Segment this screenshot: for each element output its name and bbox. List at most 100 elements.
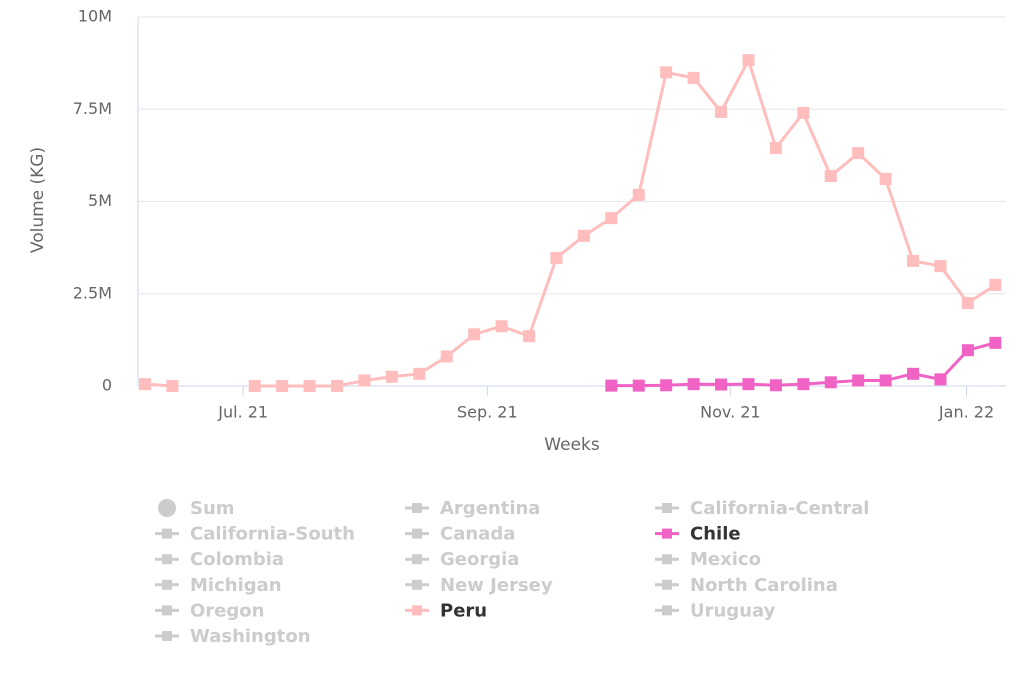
legend-item[interactable]: California-South [155, 524, 355, 545]
point [715, 378, 728, 391]
point [248, 380, 261, 392]
legend-symbol [412, 528, 422, 539]
legend-symbol [662, 528, 672, 539]
y-tick-label: 7.5M [73, 99, 112, 118]
point [961, 296, 974, 309]
legend-label: Oregon [190, 600, 264, 621]
point [769, 141, 782, 154]
legend-symbol [662, 579, 672, 590]
point [824, 170, 837, 183]
legend-item[interactable]: Oregon [155, 600, 264, 621]
legend-label: Argentina [440, 498, 540, 519]
point [331, 380, 344, 392]
point [468, 328, 481, 341]
legend-symbol [662, 554, 672, 565]
point [605, 212, 618, 225]
y-tick-label: 10M [78, 7, 112, 26]
point [879, 172, 892, 185]
point [660, 66, 673, 79]
legend-symbol [412, 554, 422, 565]
legend-label: Sum [190, 498, 235, 519]
y-tick-label: 0 [102, 376, 112, 395]
legend-item[interactable]: Washington [155, 626, 311, 647]
point [907, 367, 920, 380]
point [495, 320, 508, 333]
point [742, 54, 755, 67]
point [824, 376, 837, 389]
legend-symbol [162, 605, 172, 616]
point [715, 105, 728, 118]
legend-symbol [412, 503, 422, 513]
legend-label: Georgia [440, 549, 519, 570]
point [523, 330, 536, 343]
legend-item[interactable]: Peru [405, 600, 487, 621]
point [797, 106, 810, 119]
legend-symbol [412, 579, 422, 590]
point [660, 379, 673, 392]
legend-item[interactable]: Colombia [155, 549, 284, 570]
legend-item[interactable]: Uruguay [655, 600, 776, 621]
point [413, 367, 426, 380]
legend-symbol [162, 631, 172, 641]
legend-label: New Jersey [440, 575, 553, 596]
point [166, 380, 179, 392]
legend-item[interactable]: Chile [655, 524, 741, 545]
point [550, 251, 563, 264]
point [989, 336, 1002, 349]
x-tick-label: Jul. 21 [217, 403, 268, 422]
legend-item[interactable]: Georgia [405, 549, 519, 570]
x-axis-title: Weeks [544, 435, 600, 455]
legend-label: California-Central [690, 498, 869, 519]
x-tick-label: Nov. 21 [700, 403, 761, 422]
legend-item[interactable]: Mexico [655, 549, 761, 570]
point [276, 380, 289, 392]
legend-symbol [162, 554, 172, 565]
legend-symbol [158, 499, 176, 517]
point [852, 147, 865, 160]
legend-label: Canada [440, 524, 515, 545]
legend-item[interactable]: Argentina [405, 498, 540, 519]
point [577, 229, 590, 242]
y-axis-title: Volume (KG) [28, 147, 48, 253]
point [687, 378, 700, 391]
point [907, 254, 920, 267]
legend-symbol [662, 605, 672, 616]
legend-item[interactable]: New Jersey [405, 575, 553, 596]
legend-label: California-South [190, 524, 355, 545]
legend-item[interactable]: Sum [158, 498, 235, 519]
legend-item[interactable]: Michigan [155, 575, 282, 596]
point [879, 374, 892, 387]
legend-symbol [162, 579, 172, 590]
point [385, 370, 398, 383]
point [303, 380, 316, 392]
legend-symbol [162, 528, 172, 539]
legend-symbol [412, 605, 422, 616]
y-tick-label: 5M [88, 191, 112, 210]
point [687, 71, 700, 84]
legend-label: Washington [190, 626, 311, 647]
legend-label: Chile [690, 524, 741, 545]
legend-label: North Carolina [690, 575, 838, 596]
legend-label: Uruguay [690, 600, 776, 621]
point [605, 379, 618, 392]
x-tick-label: Sep. 21 [457, 403, 518, 422]
legend-item[interactable]: California-Central [655, 498, 869, 519]
legend-label: Michigan [190, 575, 282, 596]
point [632, 379, 645, 392]
legend-label: Colombia [190, 549, 284, 570]
point [934, 260, 947, 273]
point [358, 374, 371, 387]
x-tick-label: Jan. 22 [938, 403, 994, 422]
point [440, 350, 453, 363]
legend-item[interactable]: Canada [405, 524, 515, 545]
y-tick-label: 2.5M [73, 283, 112, 302]
point [852, 374, 865, 387]
point [769, 379, 782, 392]
point [139, 378, 151, 391]
point [934, 373, 947, 386]
point [632, 188, 645, 201]
legend-item[interactable]: North Carolina [655, 575, 838, 596]
point [961, 344, 974, 357]
point [742, 378, 755, 391]
